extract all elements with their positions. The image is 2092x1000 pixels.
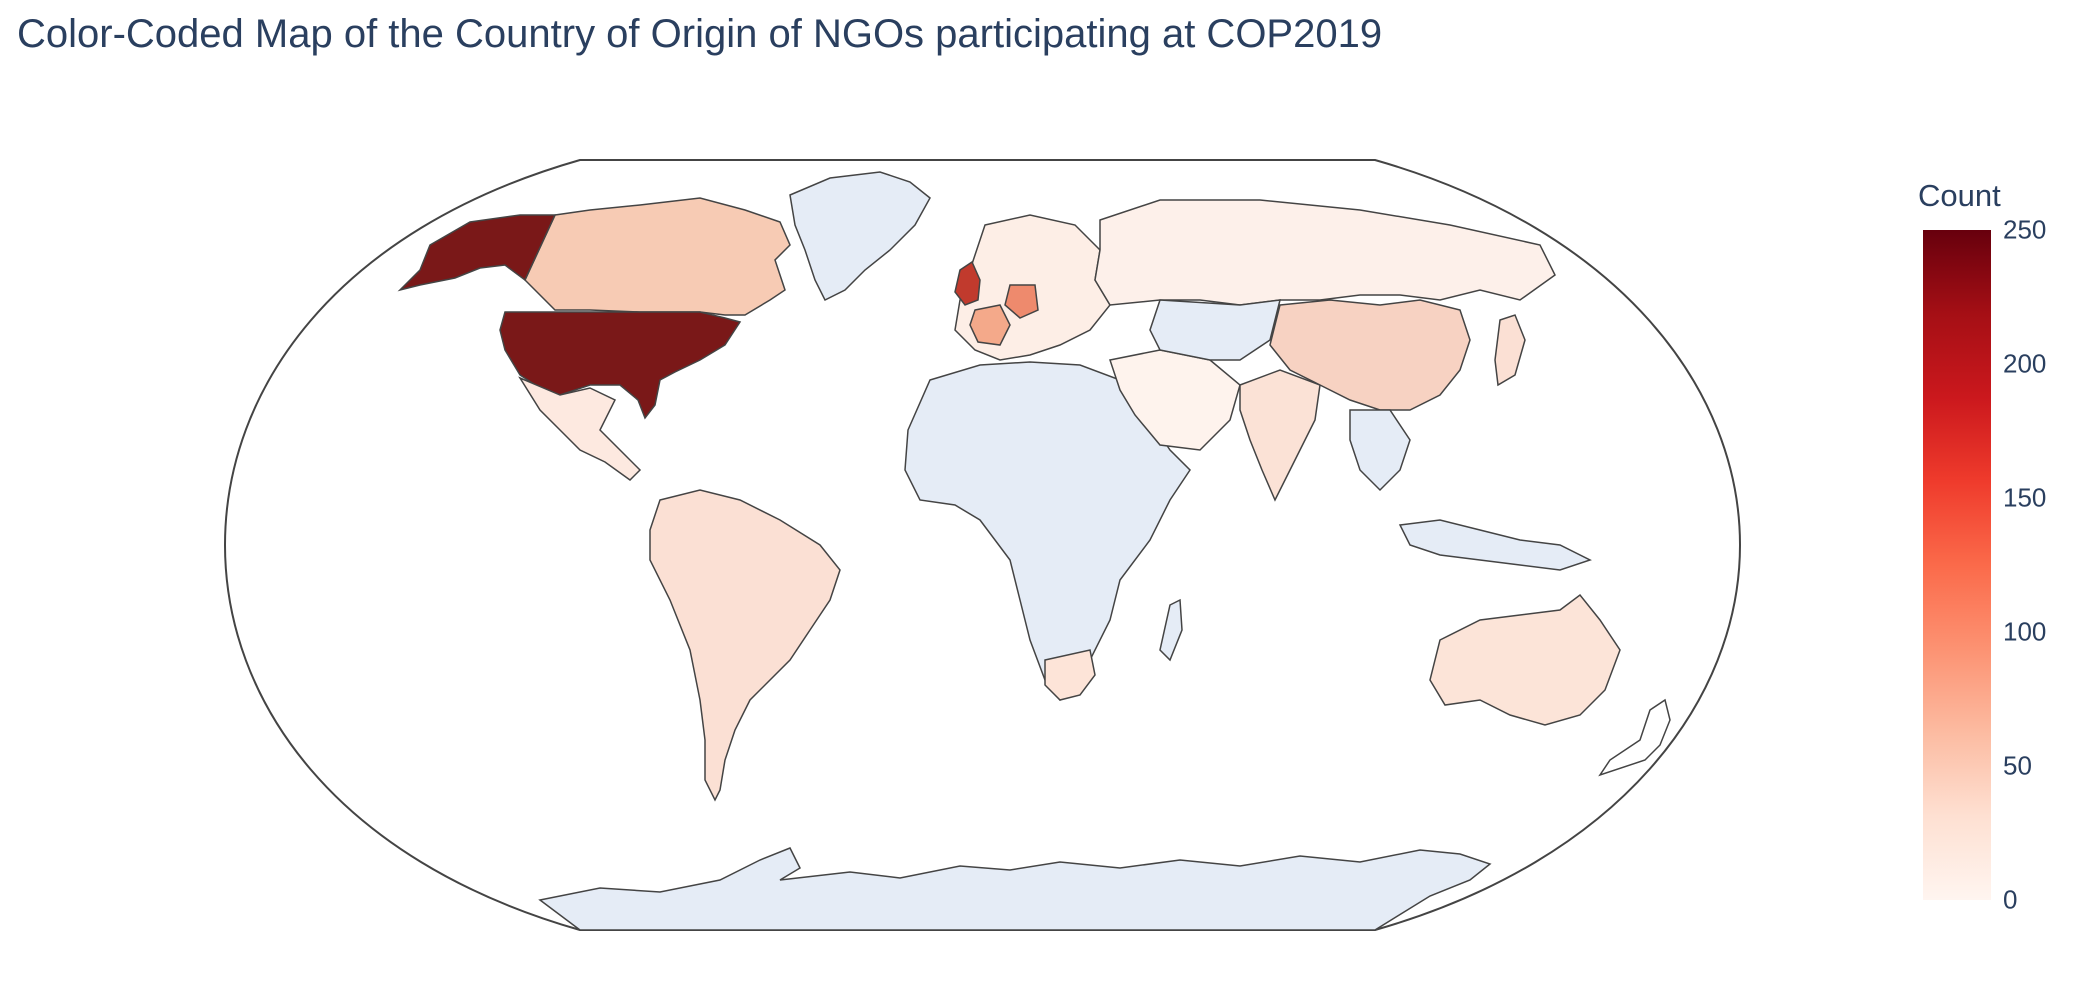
region-russia <box>1094 199 1556 306</box>
region-canada <box>524 197 791 316</box>
region-south-africa <box>1044 649 1096 701</box>
region-japan <box>1494 314 1526 387</box>
region-greenland <box>789 171 931 302</box>
region-antarctica <box>538 847 1492 931</box>
colorbar <box>1923 230 1991 900</box>
region-mexico <box>518 376 642 481</box>
region-germany <box>1004 284 1039 319</box>
region-united-states <box>499 311 742 420</box>
region-united-kingdom <box>954 260 981 306</box>
region-australia <box>1429 593 1621 726</box>
colorbar-tick: 0 <box>2003 884 2018 915</box>
region-madagascar <box>1159 598 1183 662</box>
region-southeast-asia <box>1349 409 1411 492</box>
colorbar-tick: 50 <box>2003 750 2032 781</box>
colorbar-tick: 150 <box>2003 482 2047 513</box>
region-central-asia <box>1149 299 1281 361</box>
colorbar-title: Count <box>1918 178 2001 213</box>
region-indonesia <box>1398 519 1592 571</box>
region-france <box>969 304 1011 346</box>
region-india <box>1239 369 1321 502</box>
region-south-america <box>649 489 841 802</box>
chart-title: Color-Coded Map of the Country of Origin… <box>17 12 1383 56</box>
region-new-zealand <box>1598 698 1671 777</box>
region-china <box>1269 299 1471 411</box>
colorbar-tick: 250 <box>2003 214 2047 245</box>
colorbar-tick: 100 <box>2003 616 2047 647</box>
colorbar-tick: 200 <box>2003 348 2047 379</box>
region-alaska <box>397 214 557 292</box>
